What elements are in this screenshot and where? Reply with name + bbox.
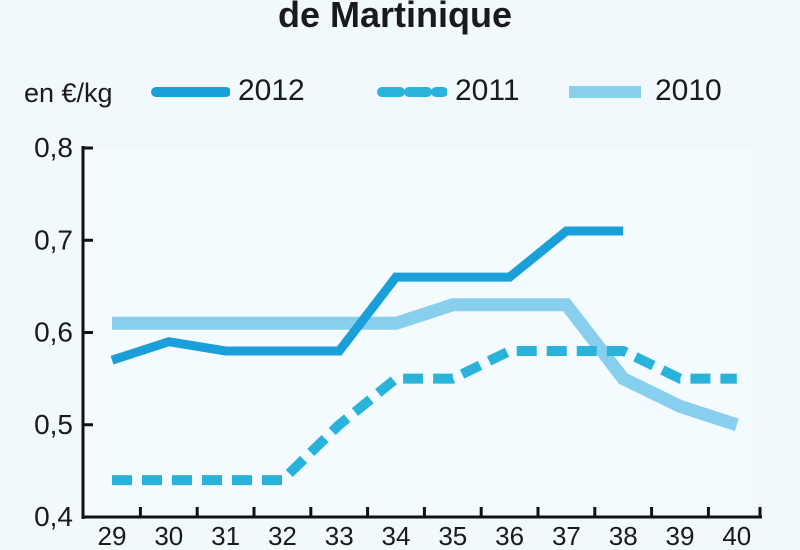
series-line-2010: [112, 298, 739, 431]
x-tick-label: 34: [382, 521, 411, 550]
series-line-2011: [112, 346, 737, 486]
x-tick-label: 32: [268, 521, 297, 550]
x-tick-label: 33: [325, 521, 354, 550]
unit-label: en €/kg: [24, 78, 113, 108]
y-tick-label: 0,7: [34, 224, 73, 255]
legend-item-2012: 2012: [150, 74, 310, 110]
legend-swatch-2011: [377, 87, 447, 97]
legend-item-2010: 2010: [565, 74, 735, 110]
y-tick-label: 0,5: [34, 409, 73, 440]
legend-swatch-2010: [569, 86, 641, 98]
legend-swatch-2012: [151, 87, 230, 97]
x-tick-label: 35: [438, 521, 467, 550]
x-tick-label: 40: [722, 521, 751, 550]
y-tick-label: 0,6: [34, 317, 73, 348]
plot-area: [83, 148, 752, 517]
x-tick-label: 29: [98, 521, 127, 550]
x-tick-label: 37: [552, 521, 581, 550]
legend-label-2011: 2011: [455, 74, 520, 107]
chart-title: de Martinique: [277, 0, 513, 35]
x-tick-label: 39: [666, 521, 695, 550]
x-tick-label: 38: [609, 521, 638, 550]
legend-label-2010: 2010: [655, 74, 722, 107]
x-tick-label: 31: [211, 521, 240, 550]
legend-item-2011: 2011: [377, 74, 537, 110]
series-line-2012: [110, 226, 624, 365]
legend-label-2012: 2012: [238, 74, 305, 107]
x-tick-label: 36: [495, 521, 524, 550]
y-tick-label: 0,4: [34, 501, 73, 532]
x-tick-label: 30: [154, 521, 183, 550]
y-tick-label: 0,8: [34, 132, 73, 163]
